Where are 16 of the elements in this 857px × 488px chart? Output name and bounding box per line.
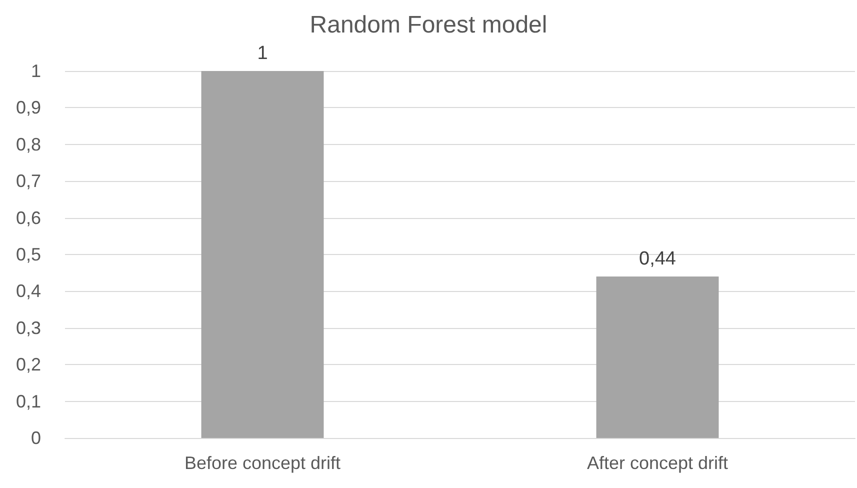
y-tick-label: 1 bbox=[30, 61, 41, 81]
x-tick-label: After concept drift bbox=[586, 453, 728, 473]
chart-title: Random Forest model bbox=[310, 12, 548, 38]
y-tick-label: 0,2 bbox=[16, 354, 41, 375]
y-tick-label: 0,4 bbox=[16, 281, 41, 302]
data-label: 1 bbox=[257, 43, 268, 64]
y-tick-label: 0,3 bbox=[16, 318, 41, 338]
data-label: 0,44 bbox=[639, 248, 676, 270]
y-tick-label: 0 bbox=[30, 428, 41, 448]
y-tick-label: 0,9 bbox=[16, 98, 41, 118]
y-tick-label: 0,7 bbox=[16, 171, 41, 192]
y-tick-label: 0,6 bbox=[16, 208, 41, 228]
y-tick-label: 0,5 bbox=[16, 244, 41, 264]
x-tick-label: Before concept drift bbox=[184, 453, 341, 473]
y-tick-label: 0,8 bbox=[16, 134, 41, 154]
y-tick-label: 0,1 bbox=[16, 391, 41, 412]
